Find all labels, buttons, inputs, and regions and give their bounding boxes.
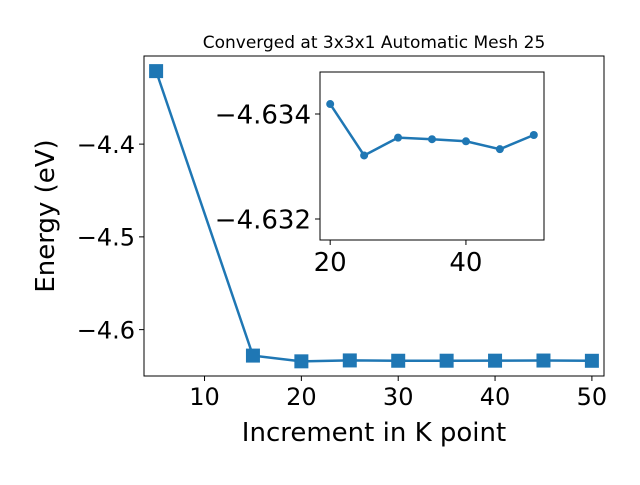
inset-data-point (461, 137, 470, 146)
inset-x-tick-label: 40 (449, 248, 482, 278)
chart-title: Converged at 3x3x1 Automatic Mesh 25 (203, 33, 546, 53)
main-y-tick-label: −4.4 (77, 131, 135, 159)
main-x-tick-label: 50 (577, 383, 608, 411)
main-y-tick-label: −4.6 (77, 316, 135, 344)
inset-y-tick-label: −4.634 (215, 100, 311, 130)
main-x-tick-label: 20 (286, 383, 317, 411)
inset-plot-frame (319, 71, 545, 241)
inset-data-point (360, 151, 369, 160)
inset-data-point (495, 145, 504, 154)
inset-data-point (394, 133, 403, 142)
main-data-point (536, 353, 551, 368)
main-x-tick-label: 40 (480, 383, 511, 411)
inset-y-tick-label: −4.632 (215, 205, 311, 235)
main-data-point (584, 353, 599, 368)
main-data-point (488, 353, 503, 368)
main-data-point (149, 64, 164, 79)
y-axis-label: Energy (eV) (31, 139, 61, 292)
main-x-tick-label: 30 (383, 383, 414, 411)
main-data-point (342, 353, 357, 368)
main-data-point (245, 348, 260, 363)
main-data-point (294, 354, 309, 369)
main-y-tick-label: −4.5 (77, 224, 135, 252)
x-axis-label: Increment in K point (242, 418, 506, 448)
inset-data-point (428, 135, 436, 144)
inset-data-point (529, 131, 538, 139)
inset-x-tick-label: 20 (314, 248, 347, 278)
main-data-point (391, 353, 406, 368)
main-data-point (439, 353, 454, 368)
inset-data-point (326, 100, 335, 109)
main-x-tick-label: 10 (189, 383, 220, 411)
